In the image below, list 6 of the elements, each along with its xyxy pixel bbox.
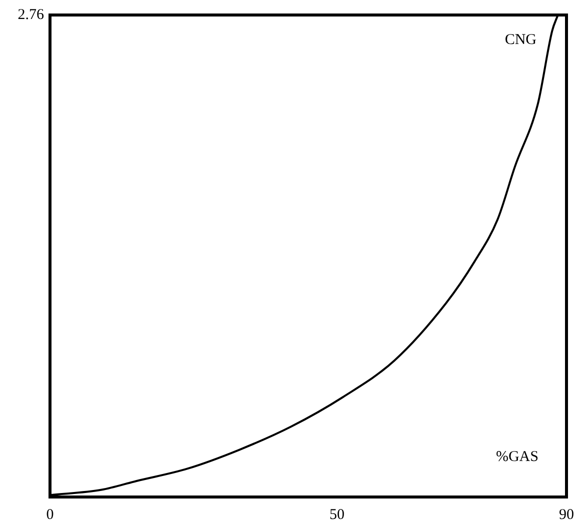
annotation: %GAS [496,448,538,465]
x-tick-label: 50 [329,506,344,523]
annotation: CNG [504,32,537,48]
x-tick-label: 0 [46,506,54,523]
x-tick-label: 90 [559,506,574,523]
text: 2.76 [18,6,44,23]
